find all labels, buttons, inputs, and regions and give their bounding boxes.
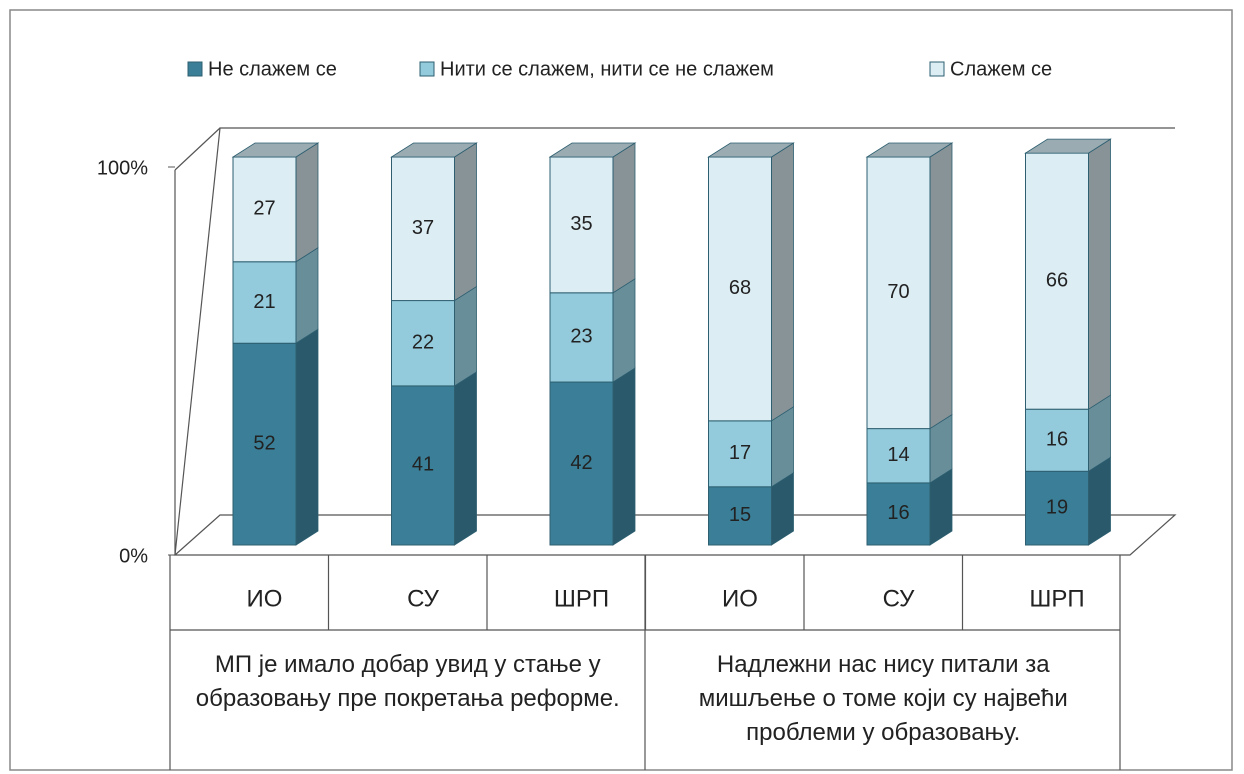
group-label: Надлежни нас нису питали за мишљење о то…: [698, 651, 1068, 746]
bar: [549, 381, 614, 546]
bar-top: [707, 142, 795, 158]
bar-side: [295, 328, 319, 546]
group-label: МП је имало добар увид у стање у образов…: [195, 651, 620, 712]
bar-top: [548, 142, 637, 158]
bar: [1025, 408, 1089, 472]
floor: [173, 514, 1177, 556]
data-label: 17: [729, 442, 751, 464]
data-label: 66: [1046, 269, 1068, 291]
data-label: 14: [887, 444, 909, 466]
data-label: 19: [1046, 496, 1068, 518]
y-tick-label: 0%: [119, 545, 148, 567]
data-label: 68: [729, 277, 751, 299]
bar-side: [1088, 138, 1111, 410]
data-label: 21: [253, 291, 275, 313]
bar-top: [390, 142, 478, 158]
data-label: 70: [887, 281, 909, 303]
data-label: 37: [412, 217, 434, 239]
bar: [1025, 470, 1089, 546]
data-label: 52: [253, 432, 275, 454]
bar: [391, 156, 455, 302]
bar-side: [612, 142, 636, 294]
bar-side: [454, 285, 477, 387]
chart-frame: [9, 9, 1233, 771]
bar: [391, 385, 455, 546]
bar: [1025, 152, 1089, 410]
data-label: 23: [570, 326, 592, 348]
bar: [708, 156, 772, 422]
bar: [391, 300, 455, 387]
bar: [549, 156, 614, 294]
legend-swatch: [187, 61, 203, 77]
x-tick-label: ШРП: [554, 585, 609, 612]
x-tick-label: СУ: [883, 585, 916, 612]
bar-side: [454, 142, 477, 302]
bar-side: [612, 367, 636, 546]
x-tick-label: СУ: [407, 585, 440, 612]
data-label: 16: [887, 502, 909, 524]
bar-side: [295, 142, 319, 263]
bar: [708, 486, 772, 546]
y-tick-label: 100%: [97, 157, 148, 179]
legend-label: Слажем се: [950, 58, 1052, 80]
data-label: 22: [412, 332, 434, 354]
bar: [232, 342, 297, 546]
bar-top: [231, 142, 320, 158]
data-label: 27: [253, 198, 275, 220]
bar: [232, 156, 297, 263]
legend-swatch: [929, 61, 945, 77]
data-label: 16: [1046, 429, 1068, 451]
data-label: 42: [570, 452, 592, 474]
bar-side: [612, 278, 636, 383]
data-label: 15: [729, 504, 751, 526]
bar: [866, 482, 931, 546]
legend-label: Не слажем се: [208, 58, 337, 80]
bar-side: [771, 142, 794, 422]
bar: [708, 420, 772, 488]
x-tick-label: ШРП: [1029, 585, 1084, 612]
x-tick-label: ИО: [722, 585, 758, 612]
bar-side: [454, 371, 477, 546]
legend-label: Нити се слажем, нити се не слажем: [440, 58, 774, 80]
data-label: 35: [570, 213, 592, 235]
legend-swatch: [419, 61, 435, 77]
data-label: 41: [412, 454, 434, 476]
bar-side: [295, 247, 319, 344]
bar-side: [1088, 456, 1111, 546]
bar: [866, 156, 931, 430]
bar-side: [929, 142, 953, 430]
bar-top: [1024, 138, 1112, 154]
side-wall: [174, 127, 221, 171]
bar: [549, 292, 614, 383]
x-tick-label: ИО: [247, 585, 283, 612]
bar-top: [865, 142, 954, 158]
